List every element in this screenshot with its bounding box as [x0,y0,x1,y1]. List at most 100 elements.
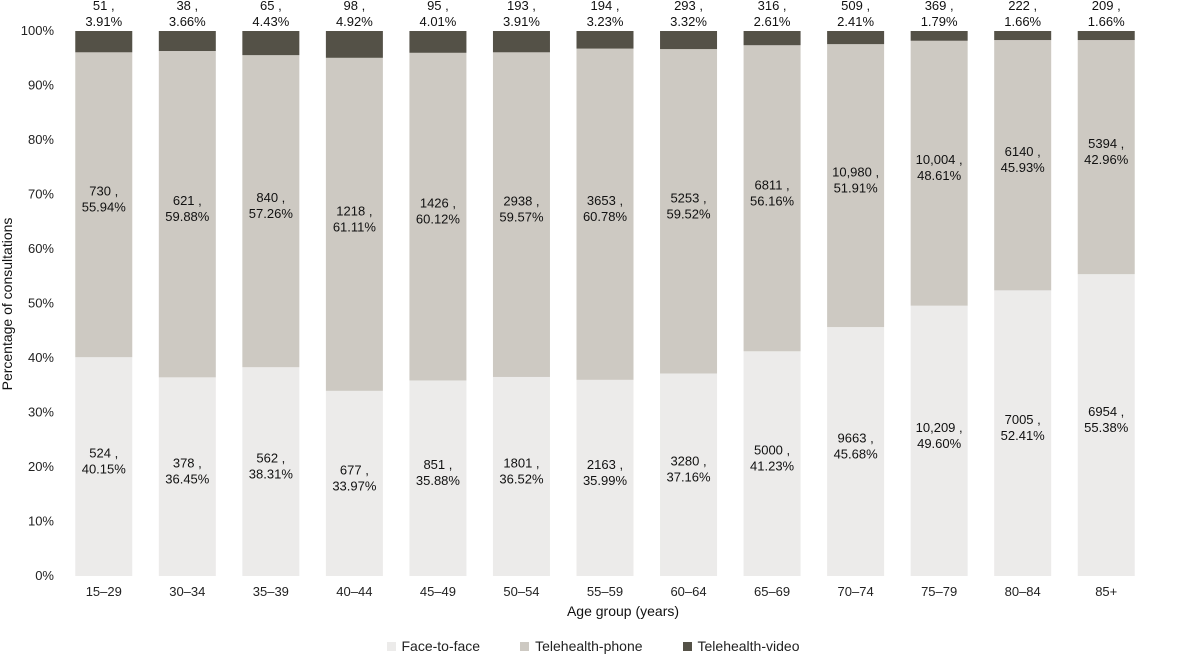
x-tick-label: 75–79 [921,584,957,599]
bar-segment-telehealth-phone [827,44,885,328]
data-label: 193 , 3.91% [503,0,540,29]
data-label: 6954 , 55.38% [1084,404,1129,435]
data-label: 1426 , 60.12% [416,196,461,227]
bar-segment-telehealth-phone [910,40,968,306]
data-label: 222 , 1.66% [1004,0,1041,29]
bar-segment-telehealth-video [158,31,216,52]
legend-item-face-to-face: Face-to-face [386,638,480,654]
data-label: 5253 , 59.52% [666,190,711,221]
y-tick-label: 40% [28,350,54,365]
data-label: 98 , 4.92% [336,0,373,29]
data-label: 51 , 3.91% [85,0,122,29]
bar-segment-telehealth-phone [576,48,634,380]
bar-segment-telehealth-phone [75,52,133,358]
x-tick-label: 30–34 [169,584,205,599]
data-label: 10,209 , 49.60% [916,420,963,451]
x-tick-label: 45–49 [420,584,456,599]
y-tick-label: 80% [28,132,54,147]
data-label: 3653 , 60.78% [583,193,628,224]
data-label: 2163 , 35.99% [583,457,628,488]
bar-segment-telehealth-phone [492,52,550,377]
bar-segment-telehealth-video [409,31,467,53]
data-label: 95 , 4.01% [419,0,456,29]
data-label: 369 , 1.79% [921,0,958,29]
legend-label: Telehealth-video [697,638,800,654]
x-tick-label: 40–44 [336,584,372,599]
legend-item-telehealth-phone: Telehealth-phone [520,638,643,654]
bar-segment-telehealth-phone [325,57,383,391]
data-label: 562 , 38.31% [249,451,294,482]
bar-segment-face-to-face [325,390,383,576]
x-tick-label: 60–64 [670,584,706,599]
data-label: 293 , 3.32% [670,0,707,29]
bar-segment-telehealth-video [242,31,300,56]
data-label: 509 , 2.41% [837,0,874,29]
data-label: 851 , 35.88% [416,457,461,488]
data-label: 194 , 3.23% [587,0,624,29]
x-axis: 15–29 30–34 35–39 40–44 45–49 50–54 55–59 60–64… [86,584,1118,599]
x-tick-label: 80–84 [1005,584,1041,599]
y-tick-label: 30% [28,405,54,420]
data-label: 730 , 55.94% [82,184,127,215]
stacked-bar-chart: 0% 10% 20% 30% 40% 50% 60% 70% 80% 90% 100% 524 ,4… [0,0,1135,619]
y-tick-label: 20% [28,459,54,474]
bar-segment-telehealth-phone [1077,40,1135,275]
data-label: 621 , 59.88% [165,193,210,224]
y-tick-label: 10% [28,514,54,529]
x-tick-label: 50–54 [503,584,539,599]
bar-segment-telehealth-video [325,31,383,58]
bar-segment-face-to-face [1077,274,1135,576]
bar-segment-face-to-face [158,377,216,576]
bar-segment-face-to-face [576,379,634,576]
x-axis-title: Age group (years) [567,603,679,619]
bar-segment-face-to-face [75,357,133,576]
bar-segment-telehealth-phone [242,55,300,368]
legend-swatch-telehealth-video [682,641,692,651]
legend-label: Telehealth-phone [535,638,643,654]
bar-segment-telehealth-video [660,31,718,50]
data-label: 65 , 4.43% [252,0,289,29]
legend-swatch-telehealth-phone [520,641,530,651]
data-label: 378 , 36.45% [165,456,210,487]
bar-segment-telehealth-phone [743,45,801,352]
legend-swatch-face-to-face [386,641,396,651]
data-label: 38 , 3.66% [169,0,206,29]
bar-segment-telehealth-video [743,31,801,46]
bars [75,31,1135,576]
bar-segment-telehealth-video [994,31,1052,41]
data-label: 7005 , 52.41% [1001,412,1046,443]
y-tick-label: 0% [35,568,54,583]
bar-segment-telehealth-video [1077,31,1135,41]
data-label: 524 , 40.15% [82,446,127,477]
data-label: 10,980 , 51.91% [832,165,879,196]
data-label: 10,004 , 48.61% [916,152,963,183]
segment-labels: 524 , 40.15% 730 , 55.94% 51 , 3.91% 378 , 36.4… [82,0,1129,493]
bar-segment-face-to-face [660,373,718,576]
bar-segment-telehealth-video [910,31,968,41]
data-label: 316 , 2.61% [754,0,791,29]
bar-segment-telehealth-phone [660,49,718,374]
x-tick-label: 35–39 [253,584,289,599]
data-label: 6811 , 56.16% [750,177,795,208]
bar-segment-face-to-face [409,380,467,576]
x-tick-label: 15–29 [86,584,122,599]
bar-segment-face-to-face [492,376,550,576]
legend-item-telehealth-video: Telehealth-video [682,638,800,654]
bar-segment-telehealth-phone [994,40,1052,291]
x-tick-label: 70–74 [838,584,874,599]
bar-segment-telehealth-phone [409,52,467,381]
data-label: 5394 , 42.96% [1084,136,1129,167]
data-label: 1218 , 61.11% [333,203,377,234]
bar-segment-face-to-face [910,305,968,576]
bar-segment-telehealth-video [827,31,885,45]
y-tick-label: 70% [28,187,54,202]
bar-segment-telehealth-video [75,31,133,53]
legend: Face-to-face Telehealth-phone Telehealth… [0,638,1186,654]
bar-segment-face-to-face [242,367,300,576]
x-tick-label: 55–59 [587,584,623,599]
bar-segment-telehealth-phone [158,51,216,378]
data-label: 1801 , 36.52% [499,455,544,486]
y-tick-label: 60% [28,241,54,256]
y-axis: 0% 10% 20% 30% 40% 50% 60% 70% 80% 90% 100% [21,23,55,583]
data-label: 2938 , 59.57% [499,194,544,225]
